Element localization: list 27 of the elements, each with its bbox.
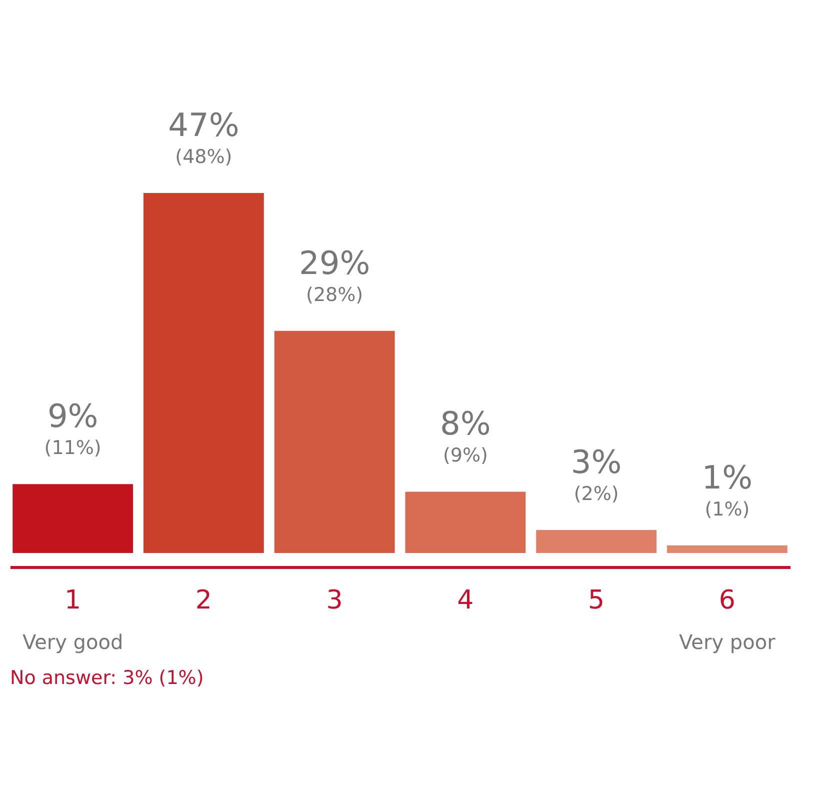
bar	[405, 492, 526, 553]
data-label: 8%	[440, 404, 491, 443]
x-tick-label: 5	[588, 586, 605, 616]
bar	[666, 545, 788, 553]
x-tick-label: 2	[195, 586, 212, 616]
text: No answer: 3% (1%)	[10, 667, 205, 689]
x-tick-label: 6	[718, 586, 736, 616]
text: (48%)	[175, 146, 232, 168]
data-label: 29%	[299, 244, 370, 282]
text: Very poor	[679, 630, 776, 654]
data-label: 47%	[168, 106, 240, 144]
data-label: 1%	[702, 458, 753, 496]
data-label: 9%	[47, 397, 98, 436]
x-tick-label: 3	[326, 586, 343, 616]
data-label: 3%	[570, 443, 622, 482]
x-tick-label: 1	[64, 586, 82, 616]
annotation: (11%)	[44, 437, 102, 460]
bar	[143, 193, 264, 553]
annotation: (28%)	[306, 284, 364, 306]
annotation: (9%)	[442, 444, 488, 467]
text: Very good	[22, 630, 124, 654]
annotation: (1%)	[704, 498, 750, 520]
bar	[12, 484, 134, 553]
bar	[274, 330, 395, 553]
x-tick-label: 4	[457, 586, 474, 616]
annotation: (2%)	[574, 483, 619, 506]
bar	[536, 530, 657, 553]
